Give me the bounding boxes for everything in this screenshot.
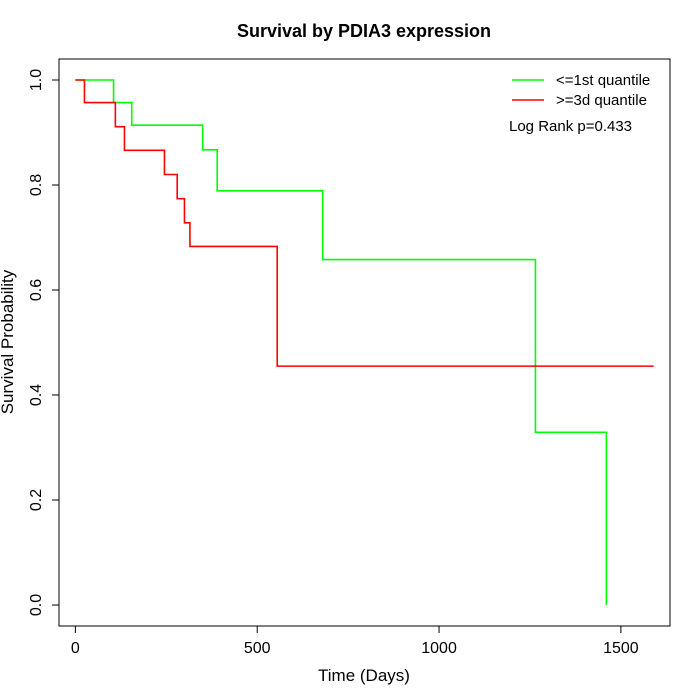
chart-title: Survival by PDIA3 expression xyxy=(237,21,491,41)
x-axis: 0 500 1000 1500 xyxy=(71,625,639,657)
y-axis: 0.0 0.2 0.4 0.6 0.8 1.0 xyxy=(28,69,60,616)
y-tick-label: 1.0 xyxy=(28,69,45,91)
y-tick-label: 0.0 xyxy=(28,594,45,616)
y-axis-label: Survival Probability xyxy=(0,269,17,414)
log-rank-annotation: Log Rank p=0.433 xyxy=(509,118,632,135)
survival-curve-2 xyxy=(75,79,654,367)
series-layer xyxy=(75,79,654,605)
plot-frame xyxy=(58,58,671,627)
y-tick-label: 0.2 xyxy=(28,489,45,511)
x-axis-label: Time (Days) xyxy=(318,666,410,685)
legend-label: <=1st quantile xyxy=(556,72,650,89)
x-tick-label: 0 xyxy=(71,640,80,657)
legend: <=1st quantile >=3d quantile xyxy=(512,72,650,109)
legend-label: >=3d quantile xyxy=(556,92,647,109)
y-tick-label: 0.6 xyxy=(28,279,45,301)
survival-curve-1 xyxy=(75,79,608,605)
x-tick-label: 1000 xyxy=(421,640,457,657)
y-tick-label: 0.4 xyxy=(28,384,45,406)
y-tick-label: 0.8 xyxy=(28,174,45,196)
x-tick-label: 1500 xyxy=(603,640,639,657)
x-tick-label: 500 xyxy=(244,640,271,657)
